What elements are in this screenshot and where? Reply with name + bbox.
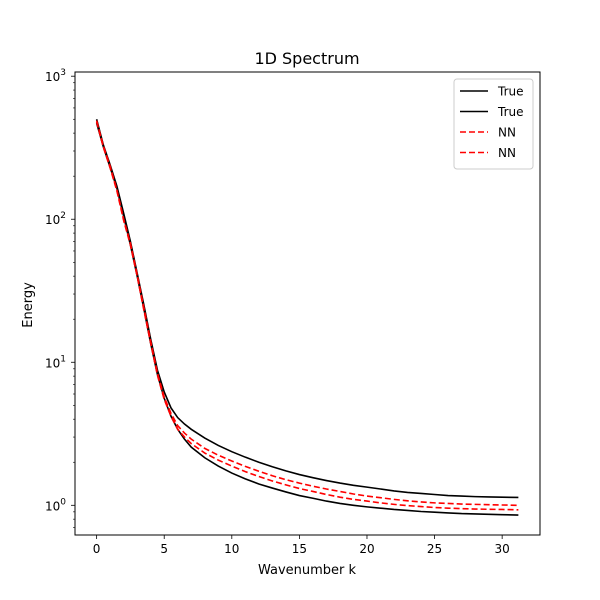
x-axis-label: Wavenumber k xyxy=(258,563,357,578)
y-axis-label: Energy xyxy=(21,282,36,328)
legend-label: NN xyxy=(498,146,516,160)
x-tick-label: 5 xyxy=(160,542,168,556)
x-tick-label: 20 xyxy=(359,542,374,556)
legend-label: NN xyxy=(498,126,516,140)
x-tick-label: 25 xyxy=(427,542,442,556)
x-tick-label: 0 xyxy=(93,542,101,556)
chart-title: 1D Spectrum xyxy=(254,49,359,68)
x-tick-label: 15 xyxy=(292,542,307,556)
legend: True True NN NN xyxy=(454,79,533,169)
x-tick-label: 30 xyxy=(495,542,510,556)
x-tick-label: 10 xyxy=(224,542,239,556)
legend-label: True xyxy=(497,105,524,119)
legend-label: True xyxy=(497,85,524,99)
